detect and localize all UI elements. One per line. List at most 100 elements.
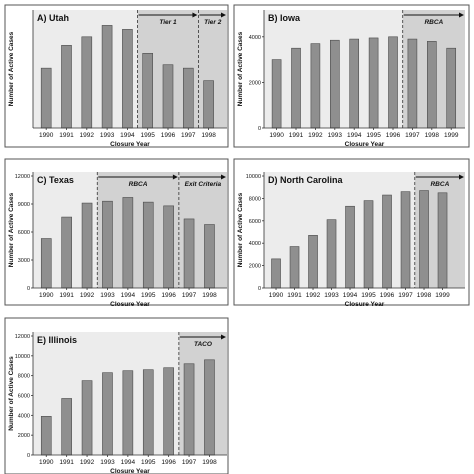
bar — [407, 38, 418, 129]
bar — [388, 36, 398, 129]
bar — [142, 53, 153, 129]
bar — [271, 59, 282, 129]
panel-title: C) Texas — [37, 175, 74, 185]
bar — [271, 258, 281, 289]
x-tick-label: 1995 — [141, 459, 156, 466]
y-axis-title: Number of Active Cases — [8, 31, 15, 106]
y-tick-label: 6000 — [18, 230, 30, 236]
y-tick-label: 12000 — [15, 334, 30, 340]
x-tick-label: 1997 — [182, 459, 197, 466]
x-axis-title: Closure Year — [345, 301, 385, 308]
y-tick-label: 12000 — [15, 174, 30, 180]
x-tick-label: 1996 — [380, 292, 395, 299]
bar — [183, 218, 195, 289]
bar — [330, 39, 340, 129]
y-tick-label: 6000 — [18, 394, 30, 400]
period-label: Tier 1 — [159, 19, 177, 26]
bar — [81, 202, 93, 289]
bar — [183, 363, 195, 456]
bar — [163, 205, 174, 289]
x-tick-label: 1990 — [269, 132, 284, 139]
bar — [368, 37, 379, 129]
period-arrow-head — [221, 334, 226, 340]
y-tick-label: 4000 — [249, 35, 261, 41]
y-axis-title: Number of Active Cases — [237, 31, 244, 106]
x-tick-label: 1992 — [308, 132, 323, 139]
bar — [40, 238, 52, 289]
x-tick-label: 1995 — [140, 132, 155, 139]
x-tick-label: 1995 — [361, 292, 376, 299]
period-label: RBCA — [424, 19, 443, 26]
x-tick-label: 1996 — [161, 292, 176, 299]
x-tick-label: 1991 — [59, 292, 74, 299]
x-tick-label: 1995 — [141, 292, 156, 299]
panel-title: D) North Carolina — [268, 175, 343, 185]
x-tick-label: 1996 — [161, 132, 176, 139]
x-tick-label: 1993 — [100, 132, 115, 139]
bar — [162, 64, 174, 129]
y-tick-label: 10000 — [246, 174, 261, 180]
x-tick-label: 1993 — [324, 292, 339, 299]
period-arrow-head — [459, 12, 464, 18]
bar — [308, 235, 318, 289]
y-tick-label: 8000 — [18, 374, 30, 380]
x-tick-label: 1994 — [120, 132, 135, 139]
y-tick-label: 10000 — [15, 354, 30, 360]
panel-4: RBCA 1990 1991 1992 1993 1994 1995 1996 1997 1998… — [233, 158, 470, 308]
x-tick-label: 1990 — [39, 459, 54, 466]
x-tick-label: 1994 — [121, 292, 136, 299]
period-label: Tier 2 — [204, 19, 222, 26]
x-tick-label: 1994 — [343, 292, 358, 299]
bar — [349, 38, 360, 129]
x-tick-label: 1991 — [289, 132, 304, 139]
period-label: RBCA — [129, 181, 148, 188]
y-tick-label: 2000 — [18, 433, 30, 439]
x-axis-title: Closure Year — [110, 141, 150, 148]
bar — [291, 47, 301, 129]
y-tick-label: 2000 — [249, 264, 261, 270]
y-tick-label: 3000 — [18, 258, 30, 264]
x-tick-label: 1992 — [80, 459, 95, 466]
x-axis-title: Closure Year — [110, 301, 150, 308]
bar — [204, 359, 215, 456]
y-tick-label: 2000 — [249, 80, 261, 86]
bar — [437, 192, 448, 289]
bar — [102, 372, 113, 456]
y-tick-label: 6000 — [249, 219, 261, 225]
bar — [81, 380, 93, 456]
bar — [122, 197, 134, 289]
y-axis-title: Number of Active Cases — [8, 192, 15, 267]
x-tick-label: 1992 — [80, 132, 95, 139]
x-tick-label: 1993 — [328, 132, 343, 139]
y-axis-title: Number of Active Cases — [8, 356, 15, 431]
panel-title: A) Utah — [37, 13, 69, 23]
bar — [122, 370, 134, 456]
bar — [400, 191, 411, 289]
x-tick-label: 1997 — [181, 132, 196, 139]
x-tick-label: 1997 — [182, 292, 197, 299]
x-tick-label: 1991 — [287, 292, 302, 299]
x-tick-label: 1995 — [366, 132, 381, 139]
y-axis-title: Number of Active Cases — [237, 192, 244, 267]
x-axis-title: Closure Year — [345, 141, 385, 148]
x-tick-label: 1994 — [121, 459, 136, 466]
bar — [61, 398, 72, 456]
x-tick-label: 1993 — [100, 459, 115, 466]
x-tick-label: 1992 — [306, 292, 321, 299]
x-tick-label: 1993 — [100, 292, 115, 299]
bar — [122, 29, 133, 129]
bar — [142, 369, 154, 456]
period-label: RBCA — [430, 181, 449, 188]
y-tick-label: 4000 — [249, 241, 261, 247]
y-tick-label: 4000 — [18, 413, 30, 419]
bar — [203, 80, 214, 129]
bar — [363, 200, 374, 289]
bar — [345, 205, 355, 289]
x-tick-label: 1994 — [347, 132, 362, 139]
x-tick-label: 1991 — [59, 132, 74, 139]
x-tick-label: 1996 — [386, 132, 401, 139]
bar — [419, 190, 429, 289]
bar — [163, 367, 174, 456]
panel-3: RBCA Exit Criteria 1990 1991 1992 1993 1994 199… — [4, 158, 229, 308]
